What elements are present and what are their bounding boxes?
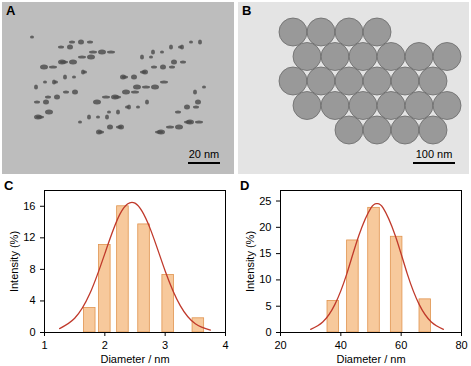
svg-text:Intensity (%): Intensity (%): [8, 231, 20, 292]
svg-text:0: 0: [265, 326, 271, 338]
svg-text:15: 15: [259, 247, 271, 259]
svg-text:4: 4: [29, 294, 35, 306]
html-text:A: A: [6, 3, 16, 18]
html-text:B: B: [242, 3, 252, 18]
svg-text:4: 4: [222, 339, 228, 351]
svg-text:12: 12: [23, 231, 35, 243]
svg-text:80: 80: [455, 339, 467, 351]
svg-text:16: 16: [23, 200, 35, 212]
html-text:C: C: [4, 178, 14, 193]
svg-text:20: 20: [274, 339, 286, 351]
svg-text:3: 3: [162, 339, 168, 351]
svg-text:20: 20: [259, 221, 271, 233]
svg-text:100 nm: 100 nm: [416, 148, 453, 160]
svg-text:2: 2: [102, 339, 108, 351]
html-text:D: D: [240, 178, 250, 193]
svg-text:Intensity (%): Intensity (%): [244, 231, 256, 292]
svg-text:Diameter / nm: Diameter / nm: [336, 353, 405, 365]
svg-text:1: 1: [41, 339, 47, 351]
svg-text:10: 10: [259, 273, 271, 285]
svg-text:20 nm: 20 nm: [189, 148, 220, 160]
svg-text:Diameter / nm: Diameter / nm: [100, 353, 169, 365]
svg-text:25: 25: [259, 195, 271, 207]
svg-text:5: 5: [265, 300, 271, 312]
svg-text:60: 60: [395, 339, 407, 351]
svg-text:8: 8: [29, 263, 35, 275]
svg-text:40: 40: [335, 339, 347, 351]
svg-text:0: 0: [29, 326, 35, 338]
